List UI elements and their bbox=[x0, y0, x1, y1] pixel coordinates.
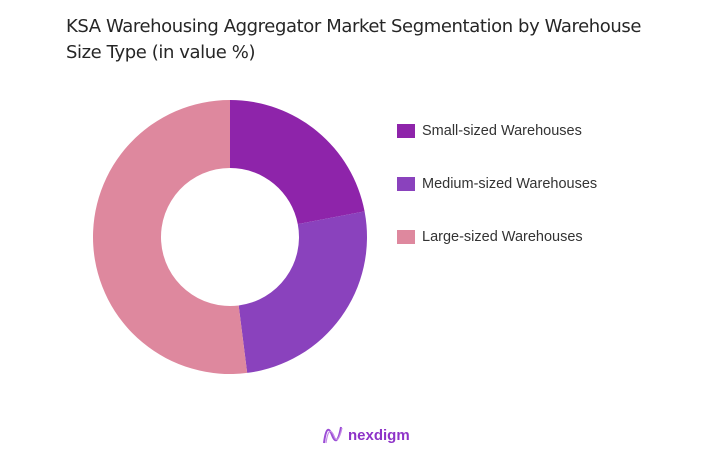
legend-label: Large-sized Warehouses bbox=[422, 229, 583, 245]
logo-text: nexdigm bbox=[348, 426, 410, 444]
legend-item-large[interactable]: Large-sized Warehouses bbox=[397, 228, 597, 246]
donut-slice-small[interactable] bbox=[230, 100, 365, 225]
donut-slice-medium[interactable] bbox=[238, 211, 367, 373]
legend-swatch bbox=[397, 124, 415, 138]
legend-item-medium[interactable]: Medium-sized Warehouses bbox=[397, 175, 597, 193]
legend-label: Medium-sized Warehouses bbox=[422, 176, 598, 192]
donut-slice-large[interactable] bbox=[92, 100, 248, 374]
legend: Small-sized Warehouses Medium-sized Ware… bbox=[397, 122, 597, 281]
nexdigm-logo: nexdigm bbox=[322, 425, 410, 445]
nexdigm-wave-icon bbox=[323, 426, 343, 444]
legend-swatch bbox=[397, 230, 415, 244]
legend-swatch bbox=[397, 177, 415, 191]
legend-label: Small-sized Warehouses bbox=[422, 123, 582, 139]
legend-item-small[interactable]: Small-sized Warehouses bbox=[397, 122, 597, 140]
chart-title: KSA Warehousing Aggregator Market Segmen… bbox=[66, 16, 642, 63]
